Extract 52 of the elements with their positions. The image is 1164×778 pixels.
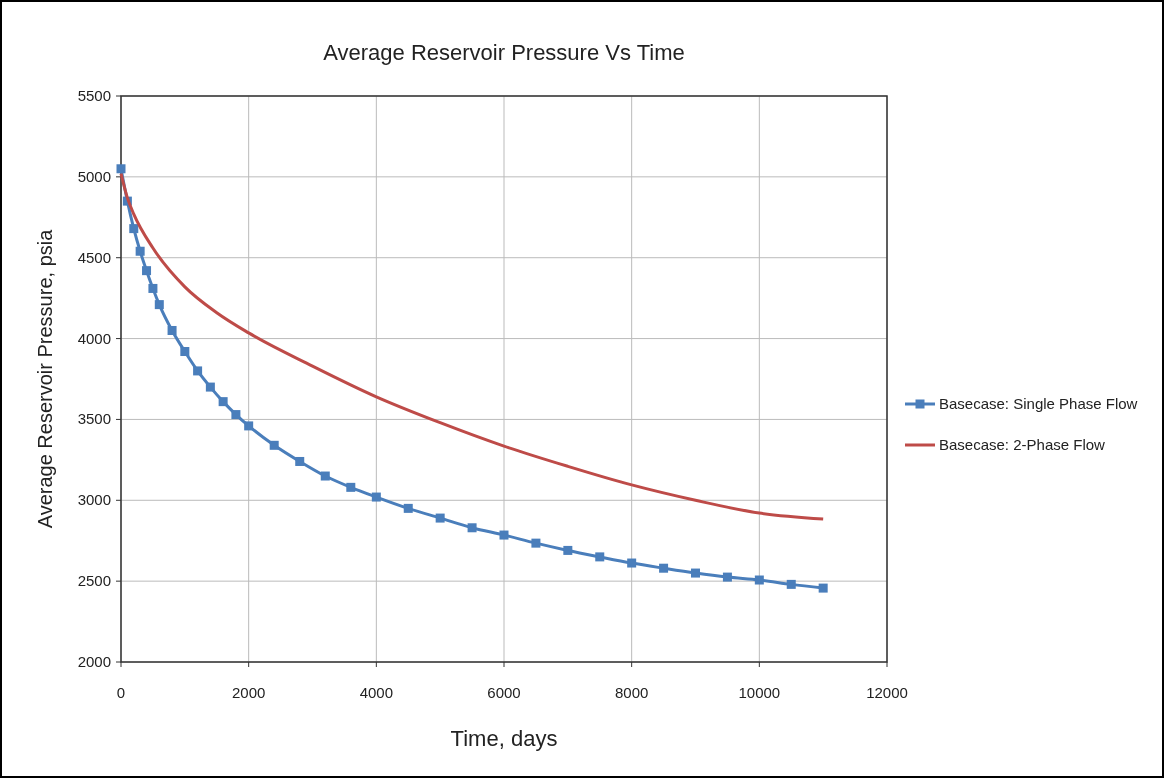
x-axis-title: Time, days — [450, 726, 558, 751]
x-tick-label: 4000 — [359, 684, 394, 701]
point — [403, 503, 413, 513]
y-tick-label: 5000 — [77, 167, 111, 185]
legend-label: Basecase: 2-Phase Flow — [939, 436, 1106, 453]
point — [595, 552, 605, 562]
x-tick-label: 12000 — [866, 684, 908, 701]
point — [180, 347, 190, 357]
point — [722, 572, 732, 582]
x-tick-label: 0 — [116, 684, 126, 701]
y-tick-label: 5500 — [77, 87, 111, 104]
x-tick-label: 8000 — [614, 684, 649, 701]
point — [754, 575, 764, 585]
point — [499, 530, 509, 540]
point — [142, 266, 152, 276]
y-tick-label: 2500 — [77, 572, 111, 590]
point — [691, 568, 700, 578]
point — [346, 482, 356, 492]
y-tick-label: 2000 — [77, 653, 111, 670]
point — [148, 283, 158, 293]
point — [269, 440, 279, 450]
y-tick-label: 4000 — [77, 329, 111, 347]
y-tick-label: 3500 — [77, 410, 111, 428]
point — [320, 471, 330, 481]
point — [659, 563, 669, 573]
point — [467, 523, 477, 533]
y-tick-label: 4500 — [77, 248, 111, 266]
point — [371, 492, 381, 502]
point — [627, 558, 637, 568]
legend-label: Basecase: Single Phase Flow — [939, 395, 1138, 412]
point — [135, 246, 145, 256]
point — [129, 224, 139, 234]
x-tick-label: 10000 — [738, 684, 781, 701]
point — [786, 579, 796, 589]
y-axis-title: Average Reservoir Pressure, psia — [34, 228, 56, 529]
point — [218, 397, 228, 407]
point — [116, 164, 126, 174]
point — [818, 583, 828, 593]
point — [531, 538, 541, 548]
point — [244, 421, 254, 431]
point — [167, 325, 177, 335]
point — [435, 513, 445, 523]
chart-title: Average Reservoir Pressure Vs Time — [323, 40, 685, 65]
point — [295, 456, 305, 466]
point — [231, 410, 241, 420]
point — [193, 366, 203, 376]
point — [205, 382, 215, 392]
x-tick-label: 6000 — [487, 684, 521, 701]
x-tick-label: 2000 — [231, 684, 266, 701]
y-tick-label: 3000 — [77, 491, 111, 509]
point — [154, 300, 164, 310]
point — [563, 545, 573, 555]
